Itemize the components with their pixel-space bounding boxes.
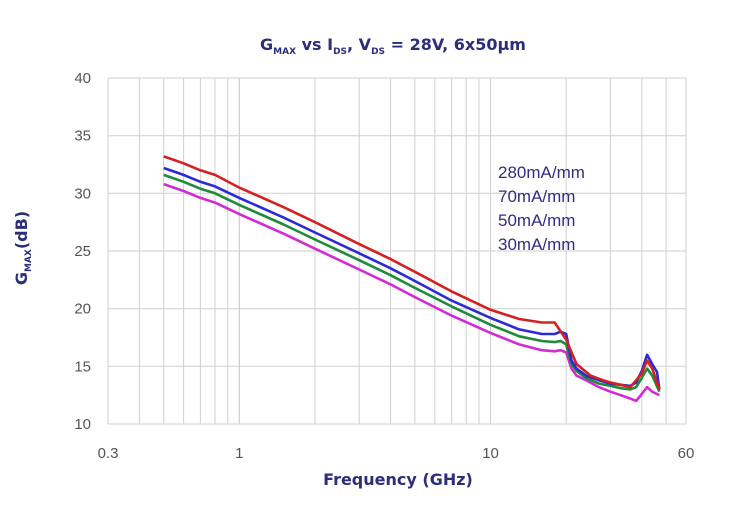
y-tick-labels: 10 15 20 25 30 35 40: [74, 70, 91, 433]
y-tick-label: 20: [74, 301, 91, 318]
series-line-280ma-mm: [163, 155, 661, 390]
y-tick-label: 35: [74, 128, 91, 145]
legend-entry: 50mA/mm: [498, 211, 575, 230]
series-layer: [163, 155, 661, 403]
x-tick-label: 60: [678, 445, 695, 462]
legend-entry: 30mA/mm: [498, 235, 575, 254]
y-tick-label: 40: [74, 70, 91, 87]
legend-entry: 70mA/mm: [498, 187, 575, 206]
y-tick-label: 25: [74, 243, 91, 260]
x-tick-label: 10: [482, 445, 499, 462]
legend: 280mA/mm 70mA/mm 50mA/mm 30mA/mm: [498, 163, 585, 254]
grid: [107, 77, 687, 425]
y-tick-label: 30: [74, 185, 91, 202]
series-line-70ma-mm: [163, 166, 661, 390]
y-tick-label: 15: [74, 358, 91, 375]
y-tick-label: 10: [74, 416, 91, 433]
x-tick-labels: 0.3 1 10 60: [98, 445, 695, 462]
x-tick-label: 0.3: [98, 445, 119, 462]
series-line-30ma-mm: [163, 182, 660, 403]
legend-entry: 280mA/mm: [498, 163, 585, 182]
x-tick-label: 1: [235, 445, 243, 462]
x-axis-label: Frequency (GHz): [323, 470, 473, 489]
y-axis-label: GMAX(dB): [12, 211, 34, 285]
chart-title: GMAX vs IDS, VDS = 28V, 6x50µm: [260, 35, 526, 57]
series-line-50ma-mm: [163, 173, 661, 393]
